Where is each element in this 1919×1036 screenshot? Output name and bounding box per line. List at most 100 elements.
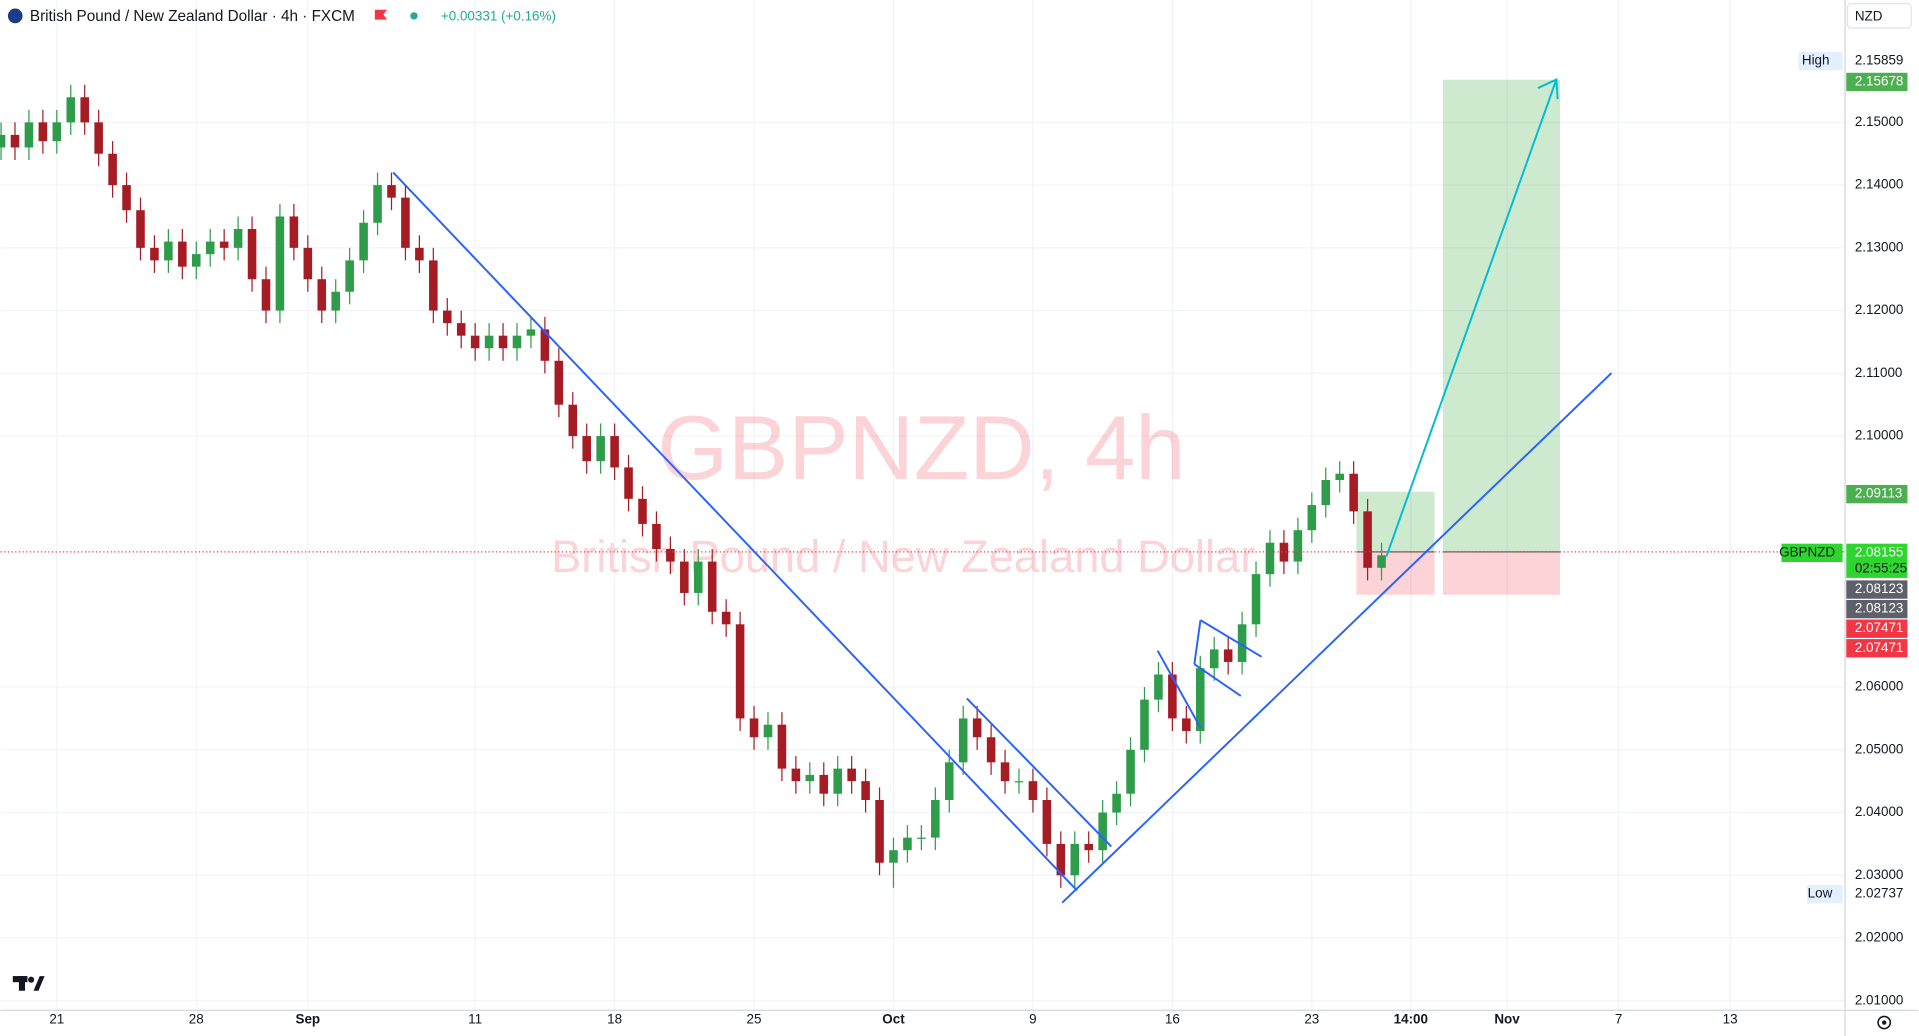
candle xyxy=(1321,467,1331,518)
candle xyxy=(52,109,62,154)
y-tick-label: 2.03000 xyxy=(1855,867,1904,882)
candle xyxy=(1042,787,1052,857)
candle-body xyxy=(596,436,605,462)
candle xyxy=(917,825,926,851)
market-status xyxy=(410,12,418,20)
candle xyxy=(191,241,201,280)
candle-body xyxy=(1307,505,1317,531)
candle-body xyxy=(1321,479,1331,506)
trend-line[interactable] xyxy=(1193,619,1202,665)
price-tag xyxy=(1846,484,1908,504)
candle xyxy=(178,229,187,280)
price-tag-value: 2.08123 xyxy=(1855,581,1904,596)
candle-body xyxy=(1223,649,1233,662)
candle-body xyxy=(373,185,382,223)
symbol-title: British Pound / New Zealand Dollar · 4h … xyxy=(30,8,355,25)
trend-line[interactable] xyxy=(1199,619,1263,658)
candle-body xyxy=(1279,542,1289,562)
trend-line[interactable] xyxy=(966,697,1112,848)
candle-body xyxy=(582,436,591,462)
candle xyxy=(205,229,215,267)
trend-line[interactable] xyxy=(1061,372,1613,904)
candle xyxy=(470,323,480,361)
candle-body xyxy=(275,216,285,311)
price-tag-name: GBPNZD xyxy=(1779,544,1835,559)
x-tick-label: 23 xyxy=(1304,1012,1319,1027)
candle xyxy=(1237,611,1247,675)
candle xyxy=(903,825,912,863)
candle xyxy=(1223,636,1233,675)
candle-body xyxy=(1363,511,1372,568)
candle xyxy=(1377,542,1386,581)
trend-line[interactable] xyxy=(392,171,1078,892)
candle xyxy=(944,749,954,813)
candle-body xyxy=(875,799,884,863)
candle-body xyxy=(1126,749,1135,794)
candle-body xyxy=(540,329,550,361)
watermark-symbol: GBPNZD, 4h xyxy=(658,398,1186,499)
x-tick-label: 7 xyxy=(1615,1012,1622,1027)
candle xyxy=(122,172,131,223)
candle xyxy=(24,109,34,160)
candle-body xyxy=(721,611,731,625)
y-tick-label: 2.04000 xyxy=(1855,804,1904,819)
candle-body xyxy=(331,291,340,311)
axes: 2.15000 2.14000 2.13000 2.12000 2.11000 2.100… xyxy=(49,114,1903,1027)
candle xyxy=(1182,705,1191,744)
candle-body xyxy=(38,122,48,142)
price-tag xyxy=(1846,884,1908,904)
price-tag-value: 2.15678 xyxy=(1855,73,1904,88)
price-tag-value: 2.08155 xyxy=(1855,544,1904,559)
candle-body xyxy=(972,718,982,738)
arrow[interactable] xyxy=(1385,78,1559,557)
candle xyxy=(763,712,773,750)
header: British Pound / New Zealand Dollar · 4h … xyxy=(7,3,1912,29)
candle-body xyxy=(917,837,926,839)
candle-body xyxy=(903,837,912,851)
price-tag xyxy=(1846,619,1908,638)
candle xyxy=(749,705,759,750)
x-tick-label: 16 xyxy=(1165,1012,1180,1027)
candle-body xyxy=(847,768,856,782)
candle xyxy=(233,216,243,261)
candle xyxy=(219,229,229,261)
currency-button[interactable] xyxy=(1846,3,1912,29)
candle-body xyxy=(944,762,954,800)
flag-icon[interactable] xyxy=(374,9,388,20)
candle-body xyxy=(233,229,243,248)
candle-body xyxy=(289,216,299,248)
y-tick-label: 2.11000 xyxy=(1855,365,1903,380)
y-tick-label: 2.13000 xyxy=(1855,239,1904,254)
candle-body xyxy=(191,254,201,267)
y-tick-label: 2.01000 xyxy=(1855,992,1904,1007)
candle xyxy=(484,323,494,361)
countdown: 02:55:25 xyxy=(1855,560,1907,575)
candle xyxy=(889,837,898,888)
y-tick-label: 2.06000 xyxy=(1855,679,1904,694)
candle xyxy=(150,235,159,273)
candle-body xyxy=(122,185,131,211)
candle xyxy=(693,549,703,606)
candle-body xyxy=(861,781,870,800)
candle xyxy=(498,323,508,361)
candle xyxy=(931,787,940,851)
x-tick-label: 13 xyxy=(1723,1012,1738,1027)
candle xyxy=(986,724,996,775)
candle xyxy=(666,536,675,575)
y-tick-label: 2.10000 xyxy=(1855,428,1904,443)
settings-icon[interactable] xyxy=(1877,1015,1892,1030)
candle-body xyxy=(638,498,647,524)
candle xyxy=(958,705,968,775)
x-tick-label: 9 xyxy=(1029,1012,1036,1027)
candle-body xyxy=(178,241,187,267)
candle xyxy=(345,247,354,305)
y-tick-label: 2.05000 xyxy=(1855,741,1904,756)
candle-body xyxy=(1084,843,1093,851)
candle xyxy=(1168,661,1177,731)
trend-line[interactable] xyxy=(1156,650,1202,729)
candle-body xyxy=(986,737,996,763)
x-tick-label: Nov xyxy=(1494,1012,1520,1027)
candle xyxy=(1028,768,1038,813)
trend-line[interactable] xyxy=(1193,663,1242,697)
